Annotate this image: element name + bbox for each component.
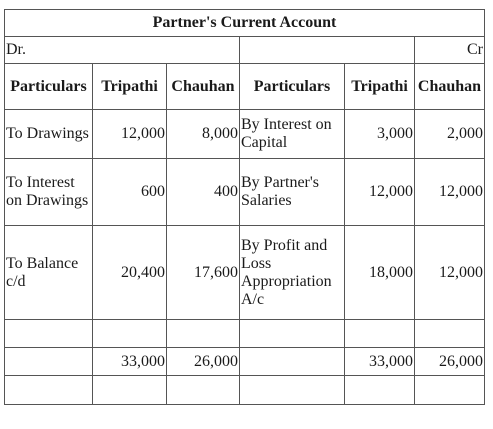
totals-row: 33,000 26,000 33,000 26,000: [4, 347, 485, 376]
table-title: Partner's Current Account: [4, 9, 485, 37]
left-tripathi-total: 33,000: [92, 347, 167, 376]
right-chauhan-amount: 2,000: [414, 109, 485, 159]
header-chauhan-left: Chauhan: [166, 63, 240, 110]
right-tripathi-total: 33,000: [344, 347, 415, 376]
left-particular: To Drawings: [4, 109, 93, 159]
empty-row: [4, 375, 485, 405]
empty-cell: [239, 375, 345, 405]
header-tripathi-right: Tripathi: [344, 63, 415, 110]
left-tripathi-amount: 20,400: [92, 225, 167, 320]
debit-side-label: Dr.: [4, 36, 240, 64]
empty-cell: [92, 319, 167, 348]
right-particular: By Partner's Salaries: [239, 158, 345, 226]
empty-cell: [4, 347, 93, 376]
empty-cell: [414, 375, 485, 405]
right-chauhan-total: 26,000: [414, 347, 485, 376]
left-tripathi-amount: 600: [92, 158, 167, 226]
empty-cell: [4, 319, 93, 348]
table-row: To Balance c/d 20,400 17,600 By Profit a…: [4, 225, 485, 320]
empty-cell: [4, 375, 93, 405]
empty-cell: [239, 319, 345, 348]
empty-cell: [414, 319, 485, 348]
empty-cell: [344, 375, 415, 405]
left-chauhan-amount: 400: [166, 158, 240, 226]
right-chauhan-amount: 12,000: [414, 225, 485, 320]
empty-cell: [166, 319, 240, 348]
credit-side-label: Cr: [414, 36, 485, 64]
table-row: To Interest on Drawings 600 400 By Partn…: [4, 158, 485, 226]
right-tripathi-amount: 18,000: [344, 225, 415, 320]
left-tripathi-amount: 12,000: [92, 109, 167, 159]
right-chauhan-amount: 12,000: [414, 158, 485, 226]
empty-row: [4, 319, 485, 348]
left-particular: To Balance c/d: [4, 225, 93, 320]
header-particulars-left: Particulars: [4, 63, 93, 110]
blank-cell: [239, 36, 415, 64]
empty-cell: [166, 375, 240, 405]
header-tripathi-left: Tripathi: [92, 63, 167, 110]
right-particular: By Interest on Capital: [239, 109, 345, 159]
header-particulars-right: Particulars: [239, 63, 345, 110]
empty-cell: [344, 319, 415, 348]
table-row: To Drawings 12,000 8,000 By Interest on …: [4, 109, 485, 159]
empty-cell: [239, 347, 345, 376]
left-particular: To Interest on Drawings: [4, 158, 93, 226]
header-chauhan-right: Chauhan: [414, 63, 485, 110]
left-chauhan-total: 26,000: [166, 347, 240, 376]
partners-current-account-table: Partner's Current Account Dr. Cr Particu…: [4, 9, 485, 405]
left-chauhan-amount: 17,600: [166, 225, 240, 320]
right-tripathi-amount: 12,000: [344, 158, 415, 226]
right-tripathi-amount: 3,000: [344, 109, 415, 159]
right-particular: By Profit and Loss Appropriation A/c: [239, 225, 345, 320]
left-chauhan-amount: 8,000: [166, 109, 240, 159]
empty-cell: [92, 375, 167, 405]
